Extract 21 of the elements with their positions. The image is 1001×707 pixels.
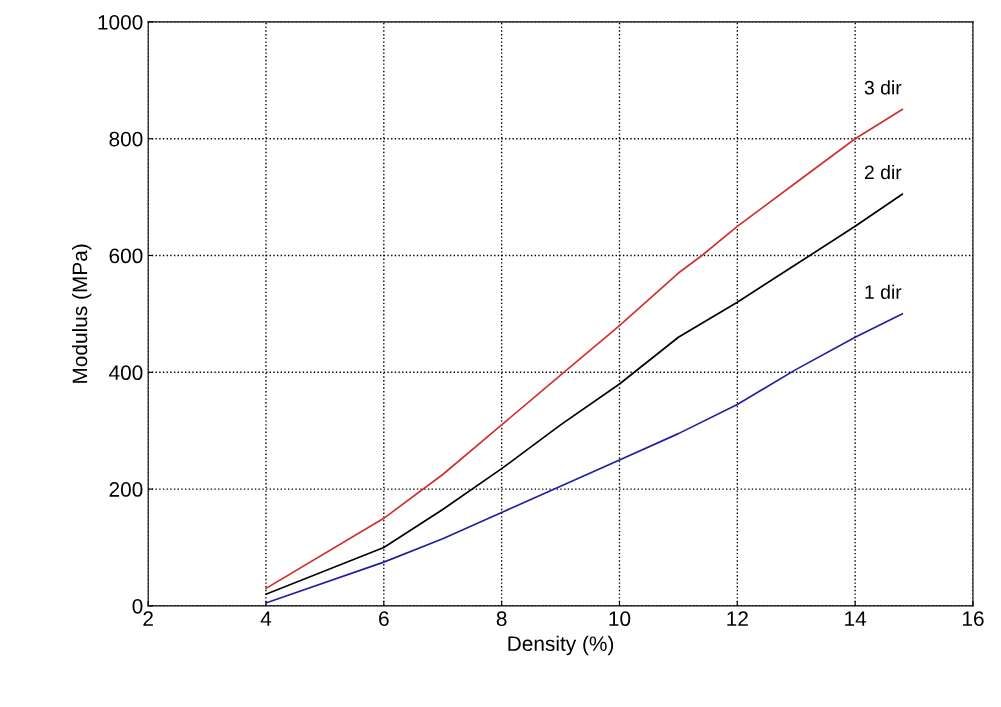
y-tick-label: 400 (109, 365, 143, 381)
series-label: 2 dir (864, 164, 902, 180)
y-tick-label: 600 (109, 248, 143, 264)
x-tick-label: 12 (727, 611, 748, 626)
line-series (265, 313, 904, 604)
y-tick-label: 200 (109, 482, 143, 497)
line-series (265, 108, 904, 590)
series-label: 3 dir (864, 80, 902, 95)
x-tick-label: 8 (496, 611, 507, 627)
x-tick-label: 10 (609, 611, 631, 627)
series-label: 1 dir (865, 284, 902, 299)
x-tick-label: 4 (260, 611, 272, 626)
x-tick-label: 6 (379, 611, 389, 627)
x-tick-label: 2 (143, 611, 153, 626)
x-axis-title: Density (%) (508, 635, 614, 656)
y-tick-label: 1000 (98, 14, 143, 30)
x-tick-label: 14 (845, 611, 867, 626)
y-axis-title: Modulus (MPa) (71, 244, 92, 383)
y-tick-label: 800 (109, 131, 143, 147)
x-tick-label: 16 (962, 611, 984, 627)
y-tick-label: 0 (132, 598, 143, 614)
